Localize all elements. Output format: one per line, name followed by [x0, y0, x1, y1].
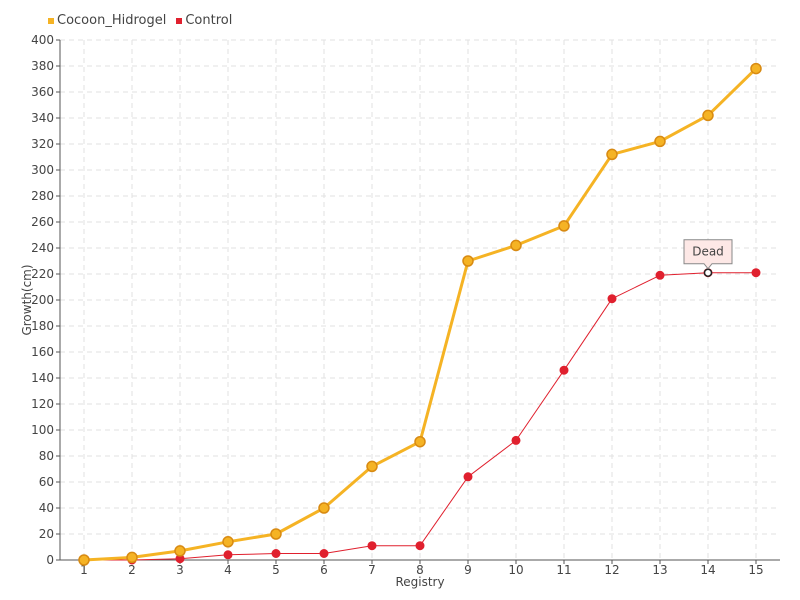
data-point-control: [511, 435, 521, 445]
data-point-control: [367, 541, 377, 551]
legend-label-control: Control: [185, 13, 233, 28]
data-point-control: [607, 294, 617, 304]
annotation-layer: Dead: [683, 239, 733, 277]
y-tick-label: 240: [31, 241, 54, 255]
x-tick-label: 7: [368, 563, 376, 577]
data-point-cocoon: [414, 435, 426, 448]
data-point-cocoon: [654, 135, 666, 148]
x-axis-title: Registry: [395, 575, 444, 589]
x-tick-label: 11: [556, 563, 571, 577]
data-point-cocoon: [270, 528, 282, 540]
data-point-control: [463, 472, 473, 482]
y-tick-label: 380: [31, 59, 54, 73]
y-tick-label: 80: [39, 449, 54, 463]
y-tick-label: 0: [46, 553, 54, 567]
data-point-cocoon: [702, 109, 714, 122]
y-tick-label: 340: [31, 111, 54, 125]
data-point-cocoon: [750, 62, 762, 75]
y-tick-label: 140: [31, 371, 54, 385]
data-point-control: [655, 270, 665, 280]
data-point-control: [271, 549, 281, 558]
x-tick-label: 12: [604, 563, 619, 577]
data-point-cocoon: [318, 502, 330, 514]
data-point-cocoon: [606, 148, 618, 161]
y-tick-label: 280: [31, 189, 54, 203]
data-point-control: [751, 268, 761, 278]
legend-swatch-control: [176, 17, 183, 24]
data-point-control: [319, 549, 329, 558]
x-tick-label: 2: [128, 563, 136, 577]
x-tick-label: 5: [272, 563, 280, 577]
data-point-cocoon: [222, 536, 234, 548]
data-point-cocoon: [78, 554, 90, 566]
legend-item-control[interactable]: Control: [176, 13, 232, 28]
y-tick-label: 180: [31, 319, 54, 333]
x-tick-label: 10: [508, 563, 523, 577]
annotation-label: Dead: [692, 245, 724, 259]
data-point-cocoon: [174, 545, 186, 557]
y-tick-label: 400: [31, 33, 54, 47]
y-tick-label: 360: [31, 85, 54, 99]
y-tick-label: 220: [31, 267, 54, 281]
y-tick-label: 200: [31, 293, 54, 307]
x-tick-label: 13: [652, 563, 667, 577]
legend-label-cocoon: Cocoon_Hidrogel: [57, 13, 167, 28]
y-tick-label: 40: [39, 501, 54, 515]
x-tick-label: 14: [700, 563, 715, 577]
x-tick-label: 4: [224, 563, 232, 577]
data-point-control: [415, 541, 425, 551]
data-point-cocoon: [462, 255, 474, 267]
legend-item-cocoon[interactable]: Cocoon_Hidrogel: [48, 13, 166, 28]
x-tick-label: 1: [80, 563, 88, 577]
x-tick-label: 3: [176, 563, 184, 577]
data-point-cocoon: [366, 460, 378, 473]
y-tick-label: 100: [31, 423, 54, 437]
legend-swatch-cocoon: [48, 17, 54, 24]
data-point-cocoon: [558, 220, 570, 232]
y-tick-label: 260: [31, 215, 54, 229]
x-tick-labels: 1 2 3 4 5 6 7 8 9 10 11 12 13 14 15: [80, 563, 763, 577]
y-tick-label: 20: [39, 527, 54, 541]
annotation-marker: [703, 268, 713, 277]
data-point-control: [223, 550, 233, 560]
data-point-cocoon: [510, 239, 522, 252]
x-tick-label: 6: [320, 563, 328, 577]
y-tick-label: 60: [39, 475, 54, 489]
y-tick-labels: 0 20 40 60 80 100 120 140 160 180 200 220 240 260 280 3…: [31, 33, 54, 567]
x-tick-label: 9: [464, 563, 472, 577]
data-point-control: [559, 365, 569, 375]
y-tick-label: 120: [31, 397, 54, 411]
series-layer: [78, 62, 762, 566]
y-tick-label: 300: [31, 163, 54, 177]
x-tick-label: 15: [748, 563, 763, 577]
data-point-cocoon: [126, 551, 138, 564]
legend: Cocoon_Hidrogel Control: [48, 13, 232, 28]
x-tick-label: 8: [416, 563, 424, 577]
annotation-callout: [683, 239, 733, 270]
axes: [56, 39, 780, 564]
series-line-control: [84, 272, 756, 561]
grid: [60, 39, 780, 560]
y-tick-label: 160: [31, 345, 54, 359]
y-axis-title: Growth(cm): [20, 264, 34, 335]
y-tick-label: 320: [31, 137, 54, 151]
